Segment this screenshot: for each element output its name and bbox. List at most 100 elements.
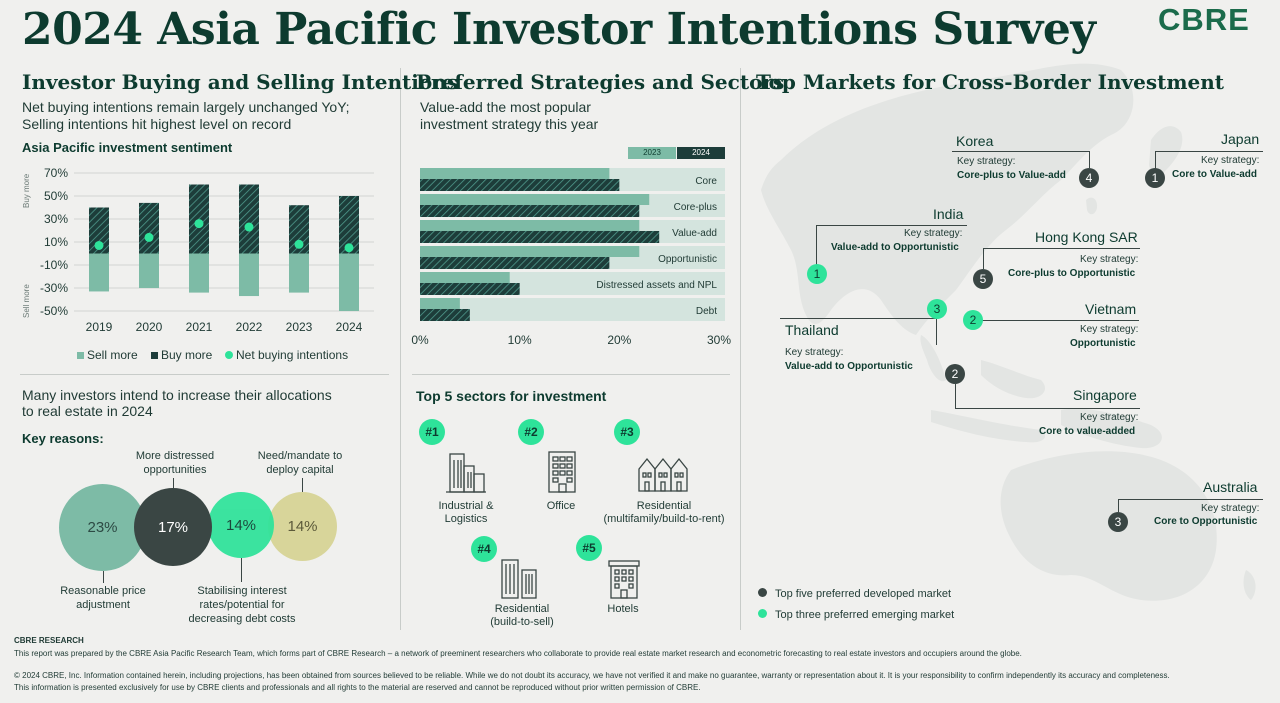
strategy-category-label: Value-add [672, 228, 717, 239]
reason-circle-distressed: 17% [134, 488, 212, 566]
sentiment-bar-buy-more [89, 207, 109, 254]
legend-label-buy-more: Buy more [161, 348, 213, 362]
sector-label-industrial-l2: Logistics [444, 513, 488, 525]
sentiment-xtick-label: 2024 [336, 320, 363, 334]
sector-label-residential-btr: Residential (multifamily/build-to-rent) [594, 500, 734, 526]
market-strategy-japan: Core to Value-add [1172, 169, 1258, 180]
cbre-logo: CBRE [1158, 2, 1250, 37]
sentiment-bar-buy-more [139, 202, 159, 254]
sentiment-ytick-label: 10% [44, 235, 68, 249]
strategy-row-background [420, 298, 725, 321]
section2-subtitle-line2: investment strategy this year [420, 116, 599, 132]
section-title-strategies-sectors: Preferred Strategies and Sectors [416, 70, 785, 94]
leader-india [816, 225, 967, 265]
market-marker-singapore: 2 [945, 364, 965, 384]
leader-thailand [780, 318, 937, 345]
market-strategy-thailand: Value-add to Opportunistic [785, 361, 913, 372]
residential-houses-icon [638, 457, 688, 492]
market-keystrategy-japan: Key strategy: [1201, 155, 1260, 166]
sentiment-ytick-label: -10% [40, 258, 68, 272]
section-title-top-markets: Top Markets for Cross-Border Investment [756, 70, 1225, 94]
legend-2024-label: 2024 [692, 148, 710, 157]
strategy-bar-2024 [420, 231, 660, 243]
market-name-hongkong: Hong Kong SAR [1035, 229, 1138, 245]
sentiment-bar-sell-more [239, 253, 259, 297]
sentiment-bar-buy-more [289, 205, 309, 254]
market-marker-korea: 4 [1079, 168, 1099, 188]
sector-rank-badge-1: #1 [419, 419, 445, 445]
strategy-bar-2023 [420, 168, 610, 179]
sector-label-office-l1: Office [546, 500, 576, 512]
sentiment-bar-sell-more [139, 253, 159, 288]
sentiment-ytick-label: -50% [40, 304, 68, 318]
sentiment-xtick-label: 2022 [236, 320, 263, 334]
sentiment-net-point [294, 239, 304, 249]
leader-vietnam [982, 320, 1139, 321]
market-keystrategy-vietnam: Key strategy: [1080, 324, 1139, 335]
sector-label-office: Office [491, 500, 631, 513]
sector-label-hotels: Hotels [553, 603, 693, 616]
sector-label-industrial: Industrial & Logistics [396, 500, 536, 526]
market-strategy-korea: Core-plus to Value-add [957, 170, 1066, 181]
market-keystrategy-india: Key strategy: [904, 228, 963, 239]
sector-rank-badge-4: #4 [471, 536, 497, 562]
leader-deploy-capital [302, 478, 303, 492]
market-name-vietnam: Vietnam [1085, 301, 1137, 317]
map-legend-developed-dot [758, 588, 767, 597]
reason-value-price-adjustment: 23% [87, 519, 118, 536]
market-marker-hongkong: 5 [973, 269, 993, 289]
strategy-bar-2024 [420, 309, 470, 321]
market-keystrategy-australia: Key strategy: [1201, 503, 1260, 514]
market-strategy-vietnam: Opportunistic [1070, 338, 1136, 349]
sentiment-bar-sell-more [189, 253, 209, 293]
sector-label-hotels-l1: Hotels [607, 603, 639, 615]
market-name-singapore: Singapore [1073, 387, 1137, 403]
reason-circle-interest-rates: 14% [208, 492, 274, 558]
sectors-title: Top 5 sectors for investment [416, 388, 607, 404]
sentiment-xtick-label: 2021 [186, 320, 213, 334]
market-keystrategy-korea: Key strategy: [957, 156, 1016, 167]
strategy-category-label: Core [695, 176, 717, 187]
legend-2023-label: 2023 [643, 148, 661, 157]
market-name-thailand: Thailand [785, 322, 839, 338]
market-marker-vietnam: 2 [963, 310, 983, 330]
leader-interest-rates [241, 558, 242, 582]
sentiment-net-point [144, 232, 154, 242]
strategy-bar-2023 [420, 220, 640, 231]
sentiment-ytick-label: 50% [44, 189, 68, 203]
market-strategy-hongkong: Core-plus to Opportunistic [1008, 268, 1136, 279]
office-building-icon [548, 451, 576, 493]
footer-line1: This report was prepared by the CBRE Asi… [14, 649, 1022, 658]
map-legend-developed: Top five preferred developed market [758, 588, 951, 600]
reason-label-distressed: More distressed opportunities [135, 450, 215, 476]
map-legend-developed-label: Top five preferred developed market [775, 588, 952, 600]
sentiment-net-point [344, 243, 354, 253]
reasons-intro-line2: to real estate in 2024 [22, 403, 153, 419]
leader-singapore [955, 384, 1140, 409]
sentiment-net-point [94, 240, 104, 250]
leader-australia [1118, 499, 1263, 512]
footer-line3: This information is presented exclusivel… [14, 683, 701, 692]
market-name-korea: Korea [956, 133, 994, 149]
sentiment-legend-buy: Buy more [151, 348, 212, 362]
legend-label-net-buying: Net buying intentions [236, 348, 349, 362]
market-strategy-india: Value-add to Opportunistic [831, 242, 959, 253]
reason-label-interest-rates: Stabilising interest rates/potential for… [188, 585, 296, 625]
industrial-icon [446, 453, 486, 493]
sentiment-ytick-label: 70% [44, 166, 68, 180]
map-legend-emerging: Top three preferred emerging market [758, 609, 954, 621]
strategy-category-label: Distressed assets and NPL [596, 280, 717, 291]
sector-rank-badge-3: #3 [614, 419, 640, 445]
sentiment-ytick-label: -30% [40, 281, 68, 295]
sentiment-chart-title: Asia Pacific investment sentiment [22, 140, 233, 155]
strategy-xtick-label: 10% [508, 333, 532, 347]
column-divider-1 [400, 68, 401, 630]
buy-more-axis-label: Buy more [22, 173, 31, 208]
legend-swatch-sell-more [77, 352, 84, 359]
map-legend-emerging-label: Top three preferred emerging market [775, 609, 955, 621]
sentiment-net-point [244, 222, 254, 232]
sector-rank-badge-2: #2 [518, 419, 544, 445]
strategy-bar-2023 [420, 298, 460, 309]
strategy-xtick-label: 0% [411, 333, 429, 347]
sentiment-bar-sell-more [289, 253, 309, 293]
